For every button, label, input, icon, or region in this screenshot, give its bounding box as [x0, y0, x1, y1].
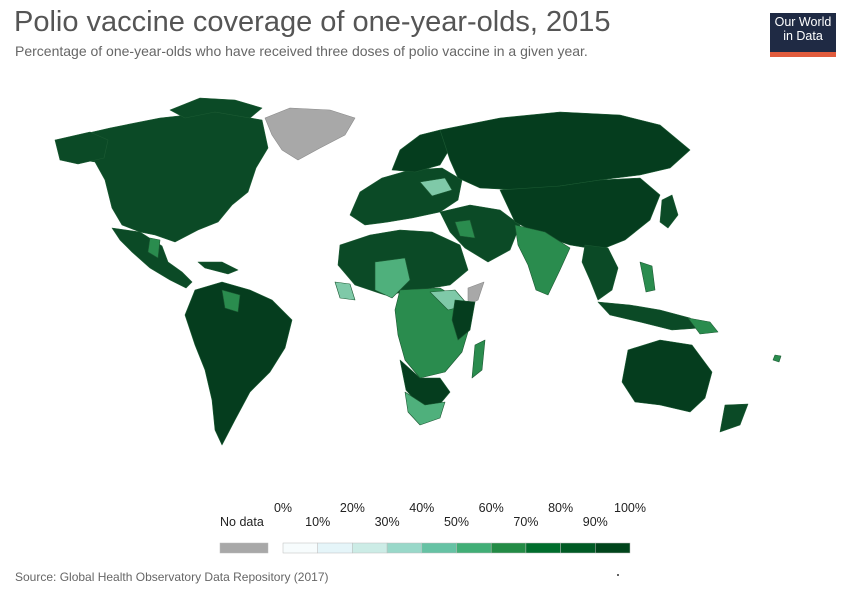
region-arctic-islands[interactable] — [169, 97, 263, 119]
region-japan[interactable] — [659, 194, 679, 229]
legend-bin-6 — [490, 542, 527, 554]
region-south-africa[interactable] — [404, 391, 446, 426]
region-africa-west-low[interactable] — [334, 281, 356, 301]
legend-bin-3 — [386, 542, 423, 554]
region-south-asia[interactable] — [514, 224, 571, 296]
legend-bin-1 — [317, 542, 353, 554]
legend-tick-top: 100% — [614, 501, 646, 515]
legend-bin-4 — [421, 542, 457, 554]
region-greenland[interactable] — [264, 107, 356, 161]
region-southern-africa[interactable] — [399, 359, 451, 407]
logo-accent-bar — [770, 52, 836, 57]
legend-no-data-label: No data — [220, 515, 264, 529]
region-russia[interactable] — [439, 111, 691, 191]
legend-tick-top: 40% — [409, 501, 435, 515]
region-australia[interactable] — [621, 339, 713, 413]
region-central-america-mid[interactable] — [147, 237, 161, 259]
legend-color-bar — [282, 542, 631, 554]
legend-tick-top: 20% — [339, 501, 365, 515]
region-papua[interactable] — [687, 317, 719, 335]
chart-title: Polio vaccine coverage of one-year-olds,… — [14, 6, 611, 38]
region-indonesia[interactable] — [597, 301, 701, 331]
legend-tick-bottom: 90% — [582, 515, 608, 529]
legend-no-data-swatch — [219, 542, 269, 554]
region-southeast-asia[interactable] — [581, 244, 619, 301]
legend-bin-5 — [456, 542, 492, 554]
legend-tick-top: 80% — [548, 501, 574, 515]
region-middle-east-mid[interactable] — [454, 219, 476, 239]
legend-bin-0 — [282, 542, 318, 554]
legend-tick-top: 60% — [478, 501, 504, 515]
region-philippines[interactable] — [639, 261, 656, 293]
region-north-america[interactable] — [57, 111, 269, 243]
region-east-africa[interactable] — [451, 299, 476, 341]
legend-bin-8 — [560, 542, 596, 554]
decorative-dot — [617, 574, 619, 576]
legend-tick-top: 0% — [273, 501, 293, 515]
legend-tick-bottom: 50% — [443, 515, 470, 529]
region-caribbean[interactable] — [197, 261, 239, 275]
region-pacific-islands[interactable] — [772, 354, 782, 363]
legend-tick-bottom: 30% — [374, 515, 400, 529]
region-south-america[interactable] — [184, 281, 293, 446]
logo-line-2: in Data — [783, 29, 823, 43]
region-middle-east[interactable] — [439, 204, 521, 263]
region-new-zealand[interactable] — [719, 403, 749, 433]
logo-line-1: Our World — [774, 15, 832, 29]
source-text: Source: Global Health Observatory Data R… — [15, 570, 329, 584]
region-madagascar[interactable] — [471, 339, 486, 379]
region-south-america-mid[interactable] — [221, 289, 241, 313]
legend-bin-2 — [352, 542, 388, 554]
region-africa-west-mid[interactable] — [374, 257, 411, 299]
chart-subtitle: Percentage of one-year-olds who have rec… — [15, 43, 588, 59]
legend-tick-bottom: 70% — [513, 515, 539, 529]
region-somalia[interactable] — [467, 281, 485, 306]
legend-tick-bottom: 10% — [305, 515, 331, 529]
owid-logo[interactable]: Our World in Data — [770, 13, 836, 55]
legend-bin-7 — [525, 542, 561, 554]
region-alaska[interactable] — [54, 131, 109, 165]
region-ukraine[interactable] — [419, 177, 453, 197]
legend-bin-9 — [595, 542, 631, 554]
